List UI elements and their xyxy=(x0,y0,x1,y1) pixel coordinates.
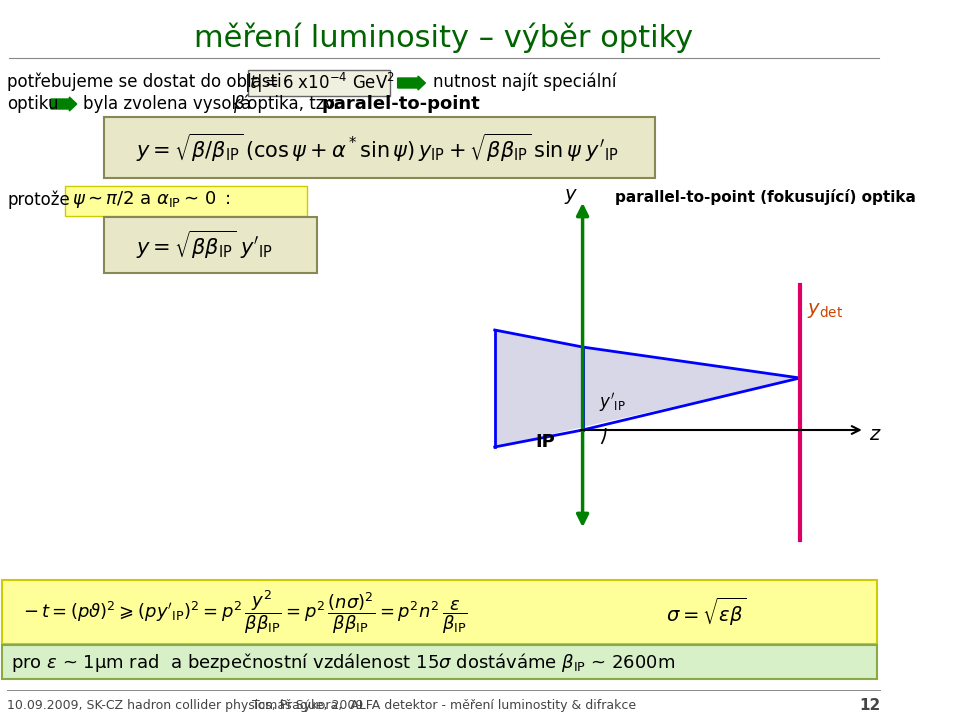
Text: $y = \sqrt{\beta\beta_\mathrm{IP}}\;y'_\mathrm{IP}$: $y = \sqrt{\beta\beta_\mathrm{IP}}\;y'_\… xyxy=(136,229,273,261)
Text: optika, tzv.: optika, tzv. xyxy=(242,95,344,113)
FancyBboxPatch shape xyxy=(64,186,307,216)
Text: $\beta$: $\beta$ xyxy=(233,93,245,115)
Text: IP: IP xyxy=(535,433,555,451)
Text: $y$: $y$ xyxy=(564,187,579,206)
Text: Tomáš Sýkora,  ALFA detektor - měření luminostity & difrakce: Tomáš Sýkora, ALFA detektor - měření lum… xyxy=(252,698,636,711)
Text: 12: 12 xyxy=(859,698,880,712)
Text: optiku: optiku xyxy=(8,95,59,113)
Text: 10.09.2009, SK-CZ hadron collider physics, Prague, 2009: 10.09.2009, SK-CZ hadron collider physic… xyxy=(8,698,364,711)
Text: nutnost najít speciální: nutnost najít speciální xyxy=(433,73,616,91)
Text: $-\,t = (p\vartheta)^2 \geqslant (py'_\mathrm{IP})^2 = p^2\,\dfrac{y^2}{\beta\be: $-\,t = (p\vartheta)^2 \geqslant (py'_\m… xyxy=(23,588,468,636)
Text: $\sigma = \sqrt{\varepsilon\beta}$: $\sigma = \sqrt{\varepsilon\beta}$ xyxy=(666,596,746,628)
Text: potřebujeme se dostat do oblasti: potřebujeme se dostat do oblasti xyxy=(8,73,287,91)
Text: paralel-to-point: paralel-to-point xyxy=(322,95,481,113)
FancyBboxPatch shape xyxy=(248,70,391,96)
Text: $y'_\mathrm{IP}$: $y'_\mathrm{IP}$ xyxy=(599,391,626,414)
Polygon shape xyxy=(494,330,800,447)
FancyArrow shape xyxy=(51,97,77,111)
Text: protože: protože xyxy=(8,191,70,209)
Text: $y = \sqrt{\beta/\beta_\mathrm{IP}}\,(\cos\psi + \alpha^*\sin\psi)\,y_\mathrm{IP: $y = \sqrt{\beta/\beta_\mathrm{IP}}\,(\c… xyxy=(136,132,618,164)
Text: pro $\varepsilon$ ~ 1μm rad  a bezpečnostní vzdálenost 15$\sigma$ dostáváme $\be: pro $\varepsilon$ ~ 1μm rad a bezpečnost… xyxy=(12,650,675,674)
Text: $|t|= 6$ x10$^{-4}$ GeV$^2$: $|t|= 6$ x10$^{-4}$ GeV$^2$ xyxy=(244,71,395,95)
FancyBboxPatch shape xyxy=(104,217,317,273)
Text: $y_\mathrm{det}$: $y_\mathrm{det}$ xyxy=(807,301,844,319)
FancyArrow shape xyxy=(397,76,425,90)
Text: parallel-to-point (fokusující) optika: parallel-to-point (fokusující) optika xyxy=(615,189,916,205)
Text: $z$: $z$ xyxy=(869,425,882,444)
FancyBboxPatch shape xyxy=(2,645,876,679)
FancyBboxPatch shape xyxy=(104,117,655,178)
Text: $\psi\sim\pi/2$ a $\alpha_\mathrm{IP}{\sim}\,0\;:$: $\psi\sim\pi/2$ a $\alpha_\mathrm{IP}{\s… xyxy=(72,189,230,211)
Text: měření luminosity – výběr optiky: měření luminosity – výběr optiky xyxy=(194,23,693,53)
Text: byla zvolena vysoká: byla zvolena vysoká xyxy=(84,95,256,113)
FancyBboxPatch shape xyxy=(2,580,876,644)
